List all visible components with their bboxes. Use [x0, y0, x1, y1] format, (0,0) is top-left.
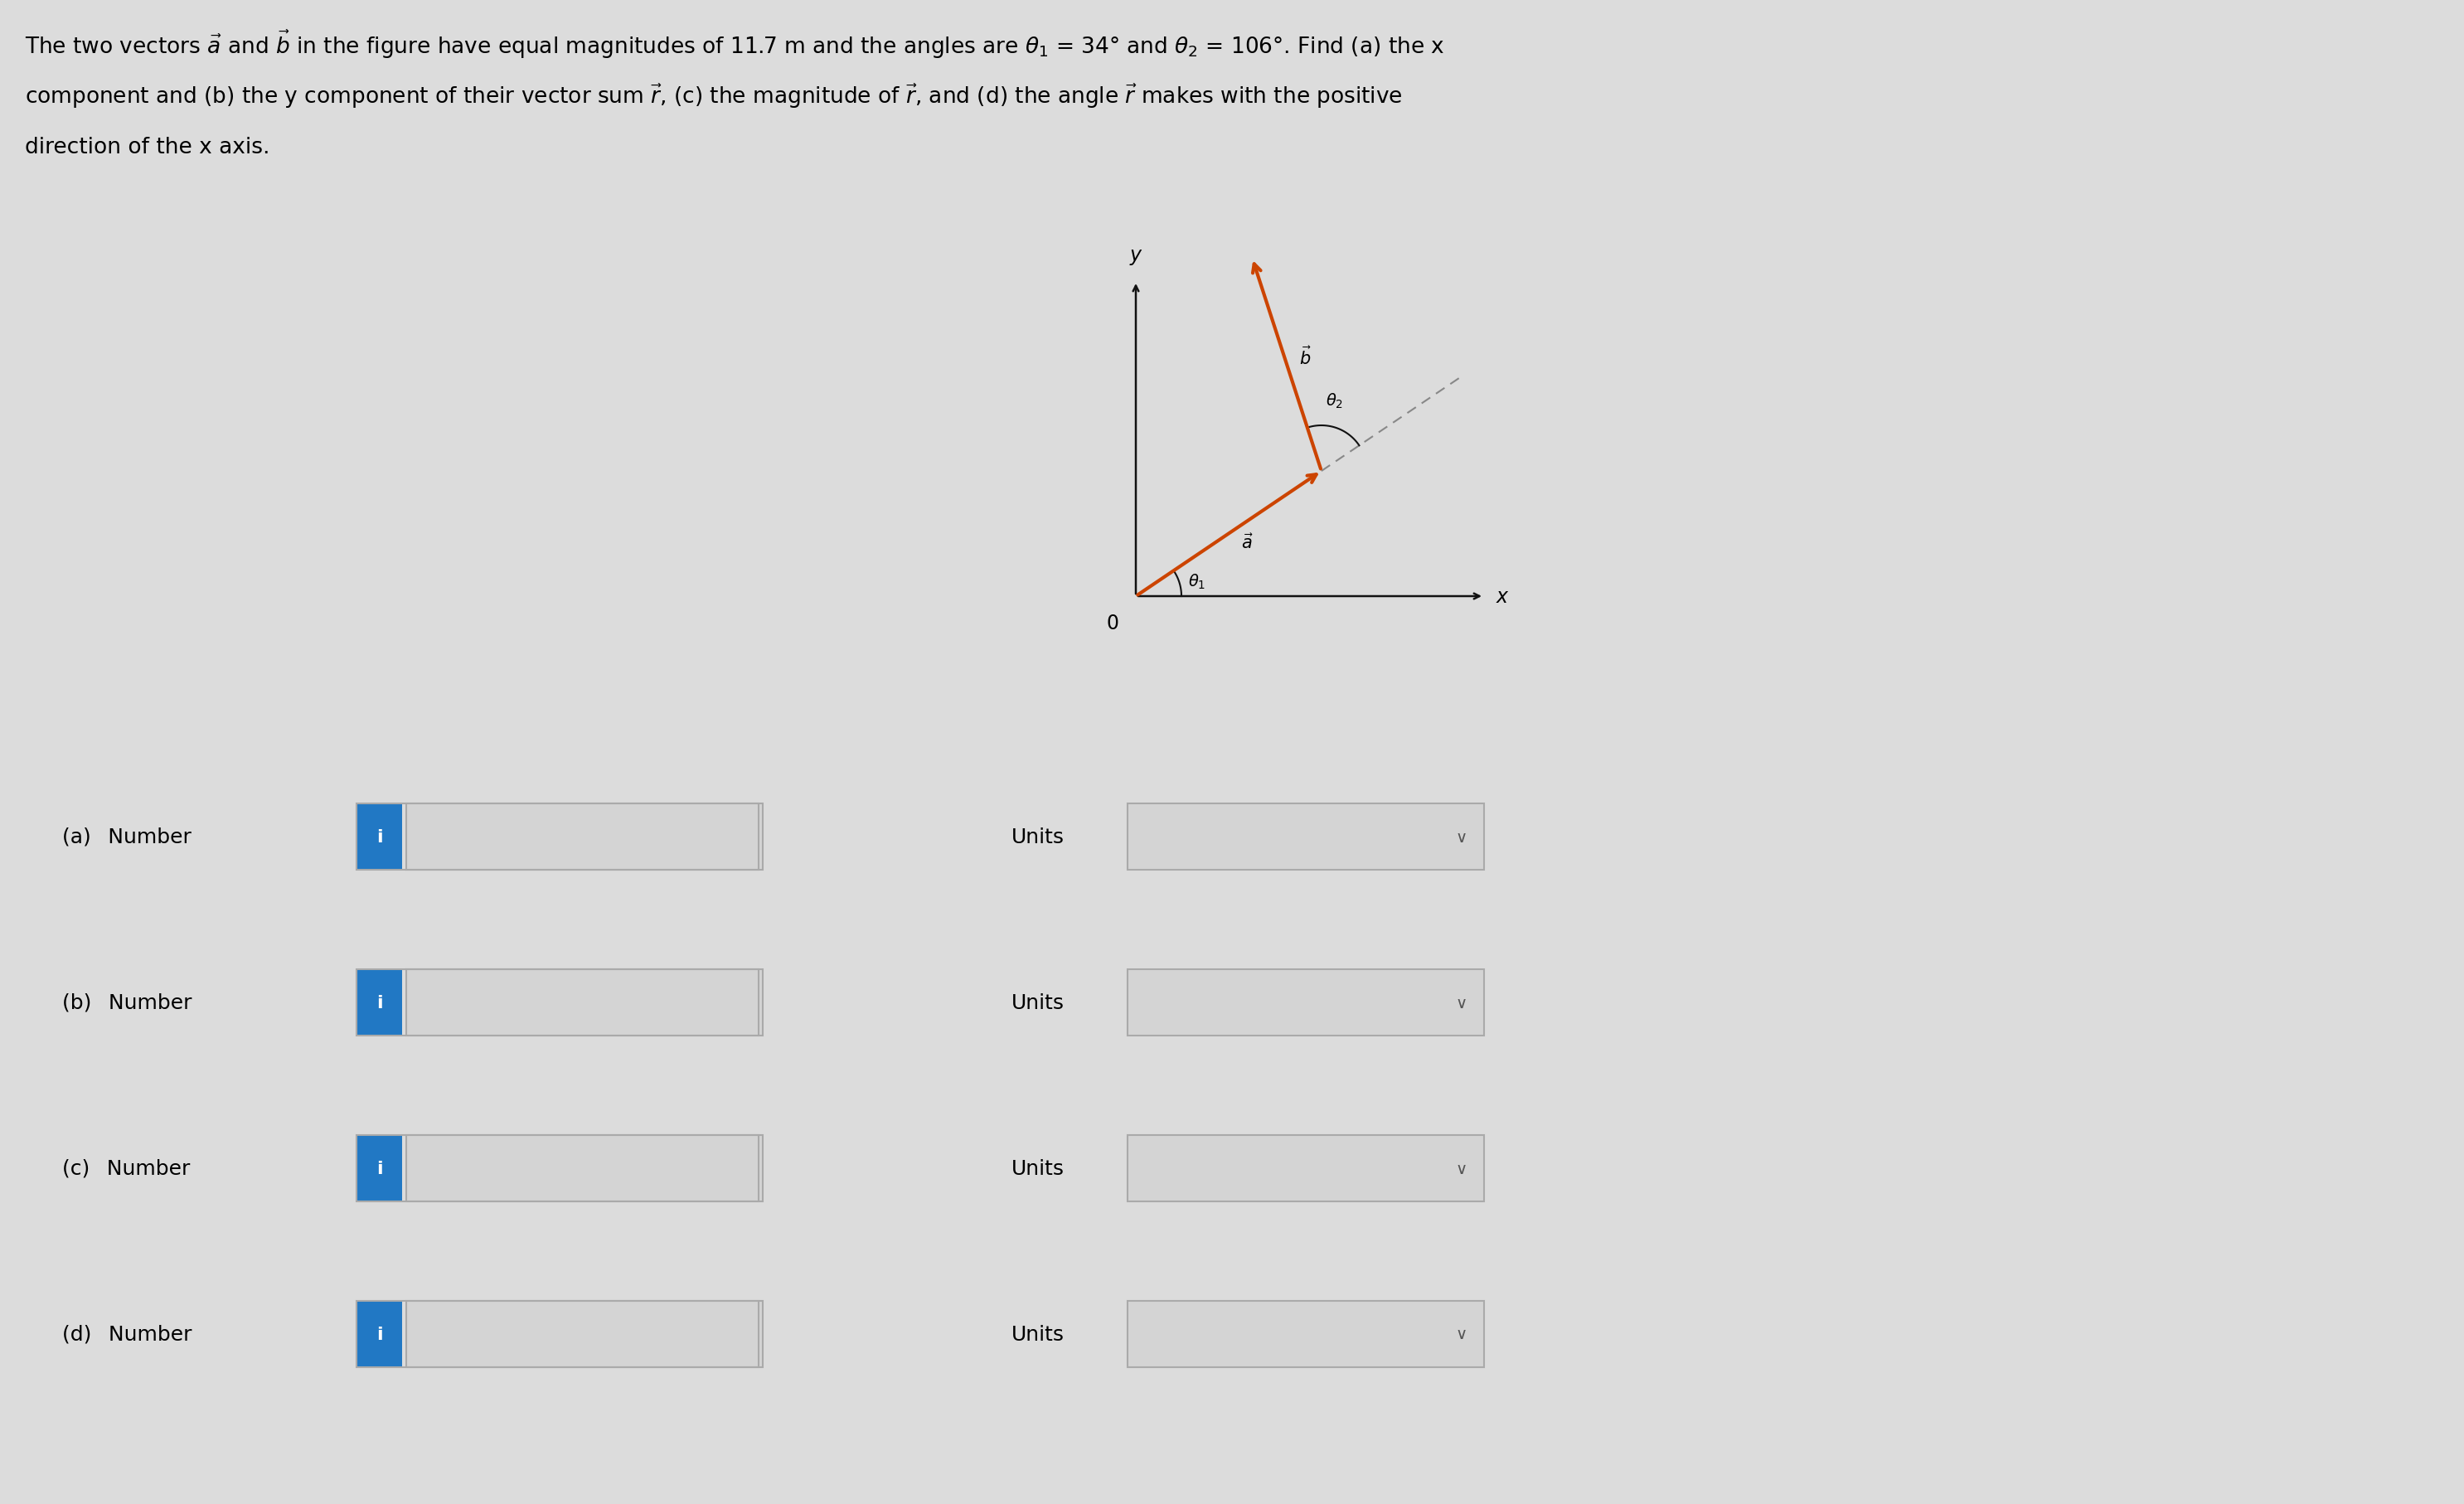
FancyBboxPatch shape	[357, 803, 402, 871]
Text: direction of the x axis.: direction of the x axis.	[25, 137, 271, 158]
FancyBboxPatch shape	[357, 970, 402, 1036]
FancyBboxPatch shape	[407, 1136, 764, 1202]
Text: component and (b) the y component of their vector sum $\vec{r}$, (c) the magnitu: component and (b) the y component of the…	[25, 83, 1402, 110]
FancyBboxPatch shape	[1129, 1301, 1483, 1367]
Text: i: i	[377, 829, 382, 845]
Text: i: i	[377, 1327, 382, 1343]
Text: Units: Units	[1010, 1158, 1064, 1178]
FancyBboxPatch shape	[407, 803, 764, 871]
Text: ∨: ∨	[1456, 994, 1469, 1011]
Text: Units: Units	[1010, 827, 1064, 847]
Text: (d)  Number: (d) Number	[62, 1324, 192, 1345]
FancyBboxPatch shape	[1129, 970, 1483, 1036]
Text: i: i	[377, 1160, 382, 1176]
FancyBboxPatch shape	[357, 1136, 402, 1202]
Text: ∨: ∨	[1456, 829, 1469, 845]
FancyBboxPatch shape	[407, 1301, 764, 1367]
Text: ∨: ∨	[1456, 1327, 1469, 1342]
Text: $\theta_2$: $\theta_2$	[1326, 393, 1343, 411]
Text: y: y	[1131, 245, 1141, 265]
Text: Units: Units	[1010, 993, 1064, 1012]
Text: The two vectors $\vec{a}$ and $\vec{b}$ in the figure have equal magnitudes of 1: The two vectors $\vec{a}$ and $\vec{b}$ …	[25, 29, 1444, 60]
FancyBboxPatch shape	[407, 970, 764, 1036]
Text: ∨: ∨	[1456, 1161, 1469, 1176]
Text: (a)  Number: (a) Number	[62, 827, 192, 847]
Text: Units: Units	[1010, 1324, 1064, 1345]
Text: $\vec{b}$: $\vec{b}$	[1299, 346, 1311, 368]
Text: (c)  Number: (c) Number	[62, 1158, 190, 1178]
Text: x: x	[1496, 587, 1508, 606]
Text: $\theta_1$: $\theta_1$	[1188, 573, 1205, 591]
FancyBboxPatch shape	[1129, 803, 1483, 871]
Text: (b)  Number: (b) Number	[62, 993, 192, 1012]
Text: $\vec{a}$: $\vec{a}$	[1242, 532, 1254, 552]
FancyBboxPatch shape	[1129, 1136, 1483, 1202]
Text: i: i	[377, 994, 382, 1011]
FancyBboxPatch shape	[357, 1301, 402, 1367]
Text: 0: 0	[1106, 614, 1119, 633]
